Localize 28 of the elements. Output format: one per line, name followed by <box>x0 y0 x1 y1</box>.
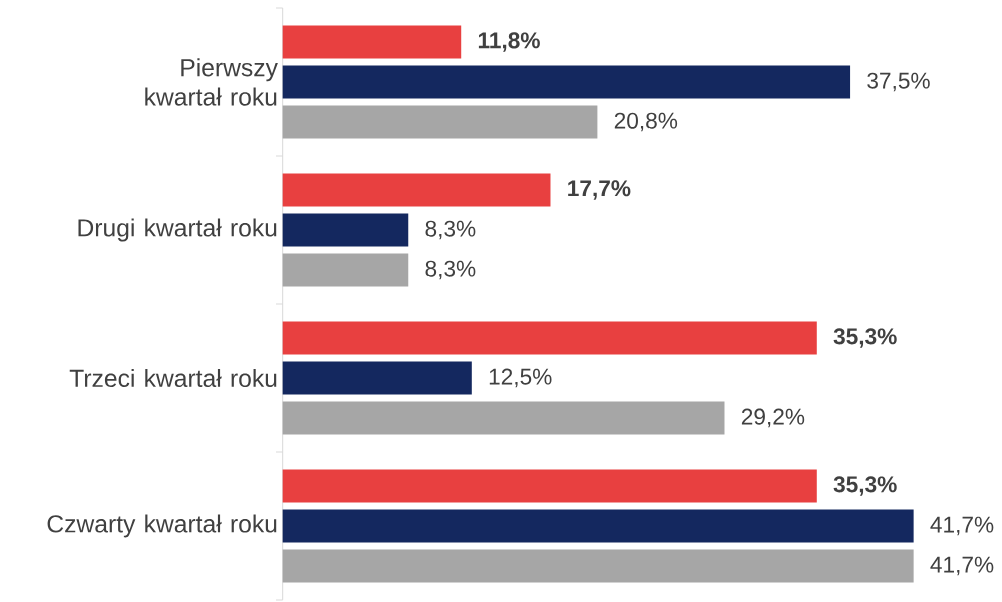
bar <box>282 65 851 99</box>
bar <box>282 469 817 503</box>
data-label: 41,7% <box>930 556 994 576</box>
bar <box>282 361 472 395</box>
bar <box>282 173 551 207</box>
y-tick-label: Czwarty kwartał roku <box>47 514 277 538</box>
bar <box>282 321 817 355</box>
y-tick-label: Pierwszy kwartał roku <box>145 58 278 106</box>
bar <box>282 509 914 543</box>
bar <box>282 549 914 583</box>
data-label: 35,3% <box>833 476 897 496</box>
data-label: 37,5% <box>867 72 930 92</box>
bar <box>282 213 409 247</box>
data-label: 8,3% <box>425 260 476 280</box>
data-label: 20,8% <box>614 112 678 132</box>
data-label: 11,8% <box>478 32 540 52</box>
bar <box>282 253 409 287</box>
bar <box>282 401 725 435</box>
y-tick-label: Drugi kwartał roku <box>78 218 277 242</box>
data-label: 41,7% <box>930 516 994 536</box>
data-label: 8,3% <box>425 220 476 240</box>
bar <box>282 105 598 139</box>
data-label: 35,3% <box>833 328 897 348</box>
data-label: 29,2% <box>741 408 805 428</box>
y-tick-label: Trzeci kwartał roku <box>69 368 277 388</box>
bar <box>282 25 462 59</box>
data-label: 17,7% <box>568 180 631 200</box>
data-label: 12,5% <box>489 368 552 388</box>
